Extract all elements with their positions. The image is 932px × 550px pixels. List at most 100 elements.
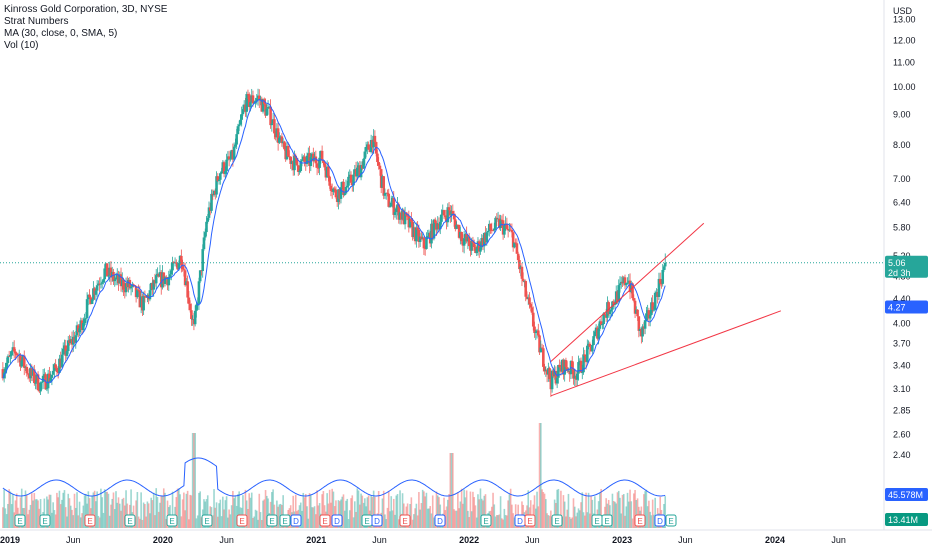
candle-body bbox=[495, 217, 499, 219]
volume-bar bbox=[191, 433, 194, 528]
volume-bar bbox=[63, 490, 66, 528]
volume-bar bbox=[431, 495, 434, 528]
x-tick-label: Jun bbox=[831, 535, 846, 545]
volume-bar bbox=[58, 490, 61, 528]
candle-body bbox=[180, 255, 183, 266]
volume-bar bbox=[550, 510, 552, 528]
legend-vol[interactable]: Vol (10) bbox=[4, 40, 39, 51]
volume-bar bbox=[377, 491, 380, 528]
volume-bar bbox=[301, 510, 303, 528]
legend-title[interactable]: Kinross Gold Corporation, 3D, NYSE bbox=[4, 4, 168, 15]
legend-strat[interactable]: Strat Numbers bbox=[4, 16, 69, 27]
volume-bar bbox=[343, 510, 346, 528]
volume-bar bbox=[492, 492, 494, 528]
candle-body bbox=[609, 309, 613, 312]
candle-body bbox=[531, 312, 535, 327]
volume-bar bbox=[46, 496, 48, 528]
volume-bar bbox=[322, 491, 325, 528]
candle-body bbox=[113, 279, 117, 282]
volume-bar bbox=[560, 490, 562, 528]
candle-body bbox=[608, 311, 612, 314]
volume-bar bbox=[87, 491, 90, 528]
volume-bar bbox=[513, 517, 516, 528]
volume-bar bbox=[359, 504, 361, 528]
volume-bar bbox=[473, 497, 475, 528]
volume-bar bbox=[95, 501, 97, 528]
candle-body bbox=[342, 181, 345, 195]
candle-body bbox=[364, 147, 368, 152]
volume-bar bbox=[620, 513, 623, 528]
volume-bar bbox=[504, 515, 507, 528]
volume-bar bbox=[607, 499, 610, 528]
volume-bar bbox=[12, 494, 14, 528]
candle-body bbox=[592, 336, 595, 345]
candle-body bbox=[66, 340, 70, 352]
y-tick-label: 7.00 bbox=[893, 174, 911, 184]
candle-body bbox=[54, 364, 57, 369]
candle-body bbox=[588, 343, 592, 347]
candle-body bbox=[636, 309, 639, 317]
candle-body bbox=[570, 360, 574, 370]
volume-bar bbox=[307, 518, 310, 528]
candle-body bbox=[657, 278, 661, 297]
candle-body bbox=[296, 165, 300, 172]
volume-bar bbox=[347, 519, 350, 528]
candle-body bbox=[83, 318, 86, 324]
candle-body bbox=[633, 300, 637, 314]
candle-body bbox=[164, 276, 168, 278]
volume-bar bbox=[335, 500, 337, 528]
legend-ma[interactable]: MA (30, close, 0, SMA, 5) bbox=[4, 28, 118, 39]
volume-bar bbox=[66, 516, 68, 528]
volume-bar bbox=[581, 492, 584, 528]
volume-bar bbox=[25, 494, 28, 528]
volume-bar bbox=[252, 517, 254, 528]
volume-bar bbox=[387, 490, 390, 528]
volume-bar bbox=[277, 506, 279, 528]
event-marker bbox=[84, 514, 96, 527]
volume-bar bbox=[321, 494, 323, 528]
volume-bar bbox=[664, 496, 667, 528]
volume-bar bbox=[418, 492, 420, 528]
event-marker-label: E bbox=[604, 517, 609, 526]
candle-body bbox=[443, 215, 447, 218]
volume-bar bbox=[572, 498, 575, 528]
x-tick-label: 2024 bbox=[765, 535, 785, 545]
event-marker bbox=[266, 514, 278, 527]
candle-body bbox=[485, 232, 489, 243]
vol-ma-tag-bg bbox=[885, 488, 928, 501]
candle-body bbox=[475, 248, 479, 254]
event-marker bbox=[290, 514, 302, 527]
candle-body bbox=[39, 382, 42, 392]
volume-bar bbox=[512, 513, 514, 528]
volume-bar bbox=[103, 489, 106, 528]
volume-bar bbox=[646, 506, 649, 528]
candle-body bbox=[112, 271, 115, 282]
volume-bar bbox=[259, 512, 262, 528]
candle-body bbox=[50, 374, 54, 378]
volume-bar bbox=[462, 503, 464, 528]
volume-bar bbox=[390, 496, 393, 528]
volume-bar bbox=[206, 495, 209, 528]
volume-bar bbox=[156, 497, 159, 528]
volume-bar bbox=[578, 510, 581, 528]
volume-bar bbox=[116, 502, 119, 528]
candle-body bbox=[392, 197, 396, 215]
candle-body bbox=[377, 162, 380, 166]
volume-bar bbox=[135, 500, 137, 528]
y-tick-label: 12.00 bbox=[893, 35, 916, 45]
candle-body bbox=[224, 171, 227, 174]
volume-bar bbox=[78, 501, 81, 528]
volume-bar bbox=[34, 499, 37, 528]
candle-body bbox=[658, 278, 662, 284]
candle-body bbox=[257, 95, 261, 101]
volume-bar bbox=[389, 511, 391, 528]
volume-bar bbox=[85, 493, 87, 528]
volume-bar bbox=[255, 510, 258, 528]
volume-bar bbox=[546, 513, 548, 528]
candle-body bbox=[295, 157, 299, 166]
volume-bar bbox=[391, 510, 394, 528]
candle-body bbox=[373, 135, 377, 143]
event-marker bbox=[39, 514, 51, 527]
volume-bar bbox=[448, 494, 450, 528]
